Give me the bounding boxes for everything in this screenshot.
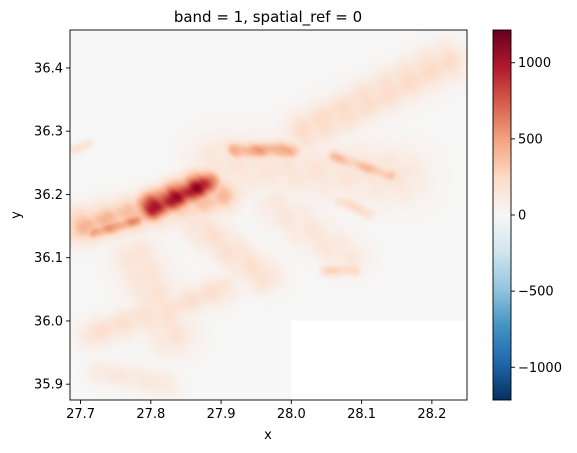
y-tick-label: 36.4 [34, 61, 63, 76]
x-tick-label: 27.9 [207, 407, 236, 422]
plot-frame [69, 29, 468, 401]
x-tick-label: 28.0 [277, 407, 306, 422]
nodata-region [291, 320, 467, 400]
y-tick-label: 36.1 [34, 251, 63, 266]
colorbar-tick-label: −1000 [518, 361, 562, 376]
colorbar-tick-label: −500 [518, 285, 554, 300]
y-axis: 35.9 36.0 36.1 36.2 36.3 36.4 [34, 61, 70, 393]
x-tick-label: 27.8 [136, 407, 165, 422]
y-tick-label: 36.3 [34, 125, 63, 140]
x-axis-label: x [264, 428, 272, 443]
x-tick-label: 28.2 [417, 407, 446, 422]
chart-title: band = 1, spatial_ref = 0 [174, 8, 362, 27]
x-tick-label: 28.1 [347, 407, 376, 422]
y-tick-label: 36.2 [34, 188, 63, 203]
colorbar-ticks: 1000 500 0 −500 −1000 [511, 56, 562, 376]
y-axis-label: y [9, 211, 24, 219]
y-tick-label: 36.0 [34, 314, 63, 329]
plot-area [69, 29, 468, 401]
colorbar-gradient [492, 29, 512, 401]
colorbar-tick-label: 0 [518, 209, 526, 224]
x-tick-label: 27.7 [66, 407, 95, 422]
x-axis: 27.7 27.8 27.9 28.0 28.1 28.2 [66, 400, 446, 422]
colorbar-tick-label: 1000 [518, 56, 551, 71]
colorbar: 1000 500 0 −500 −1000 [492, 29, 562, 401]
y-tick-label: 35.9 [34, 378, 63, 393]
colorbar-tick-label: 500 [518, 132, 543, 147]
